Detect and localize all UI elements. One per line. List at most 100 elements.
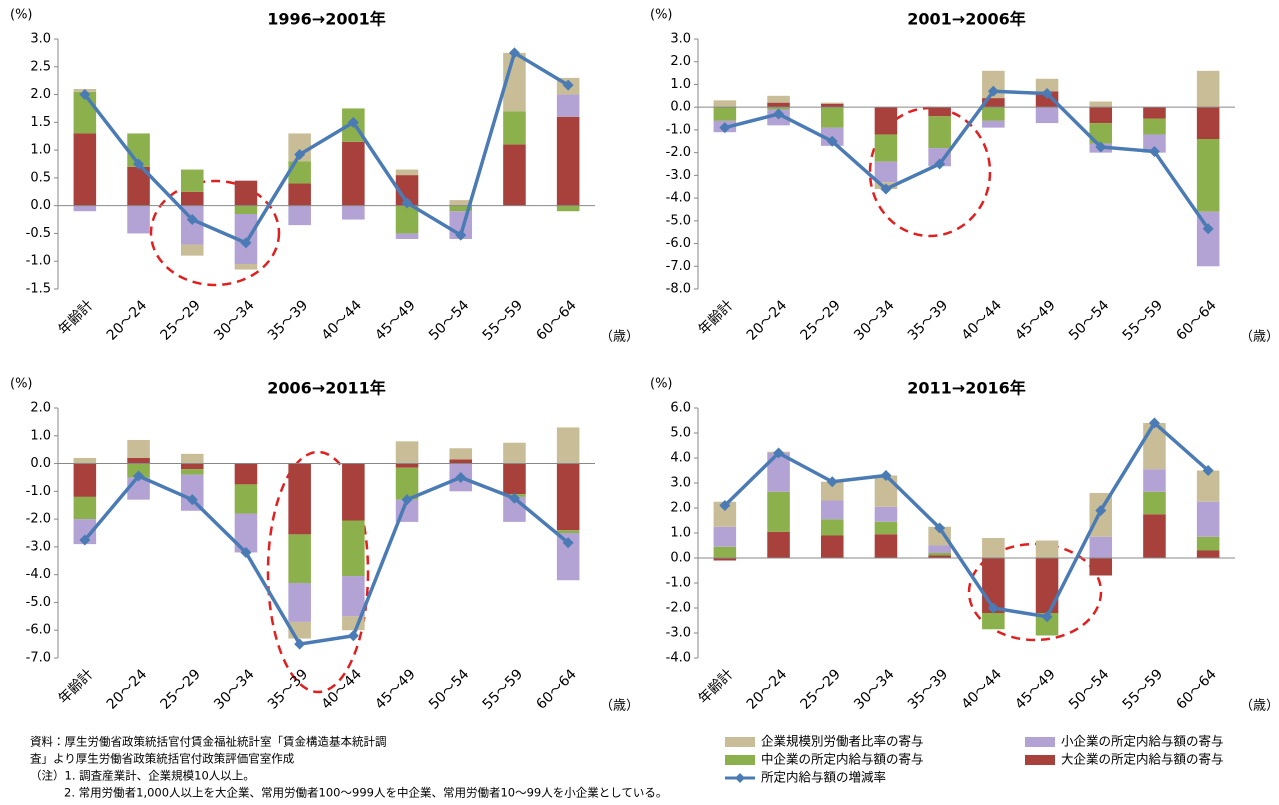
- line-marker: [880, 183, 892, 195]
- bar-segment: [767, 107, 790, 110]
- line-marker: [455, 471, 467, 483]
- bar-segment: [767, 531, 790, 558]
- bar-segment: [127, 439, 150, 458]
- bar-segment: [234, 205, 258, 214]
- line-marker: [508, 47, 520, 59]
- legend-swatch: [735, 773, 745, 783]
- bar-segment: [874, 134, 898, 162]
- bar-segment: [556, 205, 580, 212]
- bar-segment: [556, 530, 580, 533]
- x-tick-label: 60～64: [1173, 297, 1219, 343]
- x-unit: （歳）: [600, 330, 639, 345]
- bar-segment: [928, 107, 951, 117]
- y-tick-label: 2.0: [670, 501, 691, 516]
- bar-segment: [234, 484, 258, 514]
- x-tick-label: 55～59: [480, 666, 526, 712]
- x-unit: （歳）: [1240, 330, 1279, 345]
- x-tick-label: 40～44: [319, 297, 365, 343]
- x-tick-label: 年齢計: [695, 666, 736, 707]
- x-tick-label: 45～49: [372, 297, 418, 343]
- y-tick-label: 4.0: [670, 451, 691, 466]
- footnote: （注）1. 調査産業計、企業規模10人以上。: [30, 769, 255, 783]
- bar-segment: [234, 513, 258, 553]
- line-marker: [186, 494, 198, 506]
- x-tick-label: 25～29: [797, 297, 843, 343]
- bar-segment: [1035, 78, 1059, 92]
- y-unit: (%): [650, 8, 673, 23]
- line-marker: [79, 89, 91, 101]
- bar-segment: [288, 583, 311, 622]
- bar-segment: [503, 442, 526, 464]
- y-tick-label: -4.0: [666, 191, 691, 206]
- y-unit: (%): [10, 377, 33, 392]
- bar-segment: [767, 102, 790, 108]
- y-tick-label: -3.0: [666, 626, 691, 641]
- source-note: 査」より厚生労働省政策統括官付政策評価官室作成: [30, 752, 295, 766]
- bar-segment: [1143, 134, 1166, 153]
- x-tick-label: 55～59: [1120, 297, 1166, 343]
- y-tick-label: -5.0: [666, 213, 691, 228]
- bar-segment: [820, 102, 844, 104]
- line-marker: [1202, 465, 1214, 476]
- bar-segment: [982, 107, 1005, 121]
- panel: 1996→2001年 (%) （歳） 3.0 2.5 2.0 1.5 1.0 0.5 0.0 -0.…: [10, 8, 639, 345]
- y-tick-label: 0.0: [30, 198, 51, 213]
- bar-segment: [1089, 123, 1113, 144]
- y-tick-label: 2.0: [30, 87, 51, 102]
- x-unit: （歳）: [600, 699, 639, 714]
- bar-segment: [73, 205, 97, 212]
- line-marker: [987, 602, 999, 614]
- y-unit: (%): [10, 8, 33, 23]
- line-marker: [1202, 223, 1214, 235]
- x-tick-label: 50～54: [1066, 666, 1112, 712]
- x-tick-label: 60～64: [1173, 666, 1219, 712]
- line-marker: [773, 447, 785, 459]
- panel: 2001→2006年 (%) （歳） 3.0 2.0 1.0 0.0 -1.0 -2.0 -3.0…: [650, 8, 1279, 345]
- y-tick-label: -1.0: [26, 254, 51, 269]
- line-series: [83, 50, 570, 246]
- line-marker: [826, 135, 838, 147]
- chart-title: 2011→2016年: [907, 379, 1025, 398]
- bar-segment: [767, 453, 790, 492]
- x-tick-label: 50～54: [426, 297, 472, 343]
- y-tick-label: -4.0: [666, 651, 691, 666]
- line-series: [724, 89, 1210, 230]
- x-tick-label: 40～44: [959, 666, 1005, 712]
- bar-segment: [127, 166, 150, 206]
- bar-segment: [982, 613, 1005, 630]
- x-tick-label: 20～24: [744, 666, 790, 712]
- x-tick-label: 40～44: [319, 666, 365, 712]
- x-tick-label: 25～29: [157, 297, 203, 343]
- y-tick-label: 3.0: [670, 476, 691, 491]
- bar-segment: [556, 533, 580, 581]
- x-tick-label: 30～34: [851, 666, 897, 712]
- line-marker: [987, 85, 999, 97]
- bar-segment: [180, 169, 204, 192]
- x-tick-label: 20～24: [104, 297, 150, 343]
- panel: 2006→2011年 (%) （歳） 2.0 1.0 0.0 -1.0 -2.0 -3.0 -4.…: [10, 377, 639, 714]
- bar-segment: [713, 100, 737, 108]
- bar-segment: [1196, 501, 1220, 537]
- x-tick-label: 20～24: [744, 297, 790, 343]
- bar-segment: [180, 474, 204, 511]
- x-unit: （歳）: [1240, 699, 1279, 714]
- bar-segment: [713, 501, 737, 527]
- line-marker: [880, 470, 892, 481]
- bar-segment: [820, 107, 844, 128]
- bar-segment: [1089, 558, 1113, 576]
- bar-segment: [73, 458, 97, 464]
- y-tick-label: -7.0: [26, 651, 51, 666]
- bar-segment: [928, 116, 951, 149]
- chart-title: 2006→2011年: [267, 379, 385, 398]
- bar-segment: [395, 463, 419, 468]
- bar-segment: [1196, 211, 1220, 267]
- x-tick-label: 45～49: [372, 666, 418, 712]
- x-tick-label: 30～34: [211, 666, 257, 712]
- bar-segment: [713, 546, 737, 558]
- bar-segment: [1143, 118, 1166, 135]
- bar-segment: [1035, 540, 1059, 558]
- bar-segment: [874, 107, 898, 135]
- x-tick-label: 60～64: [533, 297, 579, 343]
- y-tick-label: -2.0: [26, 512, 51, 527]
